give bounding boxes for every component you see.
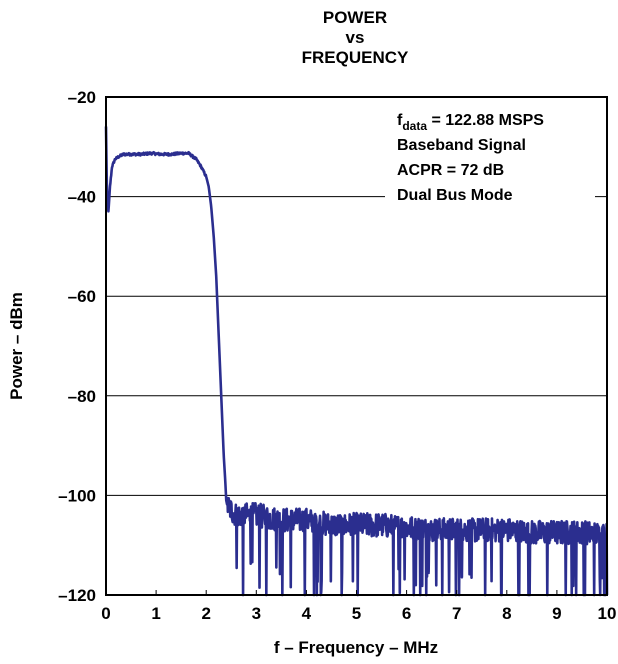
y-tick-label: –40 xyxy=(68,188,96,207)
x-tick-label: 4 xyxy=(302,604,312,623)
x-tick-label: 8 xyxy=(502,604,511,623)
x-axis-ticks: 0 1 2 3 4 5 6 7 8 9 10 xyxy=(101,590,616,623)
power-series-line xyxy=(104,126,609,597)
annotation-line-4: Dual Bus Mode xyxy=(397,187,513,204)
annotation-rate: = 122.88 MSPS xyxy=(427,112,544,129)
y-tick-label: –20 xyxy=(68,88,96,107)
x-tick-label: 2 xyxy=(201,604,210,623)
annotation-background xyxy=(385,100,595,210)
x-tick-label: 0 xyxy=(101,604,110,623)
annotation-subscript: data xyxy=(402,119,427,133)
grid-lines xyxy=(106,196,607,496)
y-tick-label: –100 xyxy=(58,486,96,505)
chart-title-line-3: FREQUENCY xyxy=(302,48,409,67)
annotation-line-1: fdata = 122.88 MSPS xyxy=(397,112,544,133)
y-axis-label: Power – dBm xyxy=(7,292,26,400)
annotation-block: fdata = 122.88 MSPS Baseband Signal ACPR… xyxy=(397,112,544,204)
y-tick-label: –80 xyxy=(68,387,96,406)
y-tick-label: –120 xyxy=(58,586,96,605)
y-tick-label: –60 xyxy=(68,287,96,306)
x-tick-label: 7 xyxy=(452,604,461,623)
annotation-f: f xyxy=(397,112,403,129)
x-tick-label: 5 xyxy=(352,604,361,623)
chart-title-line-2: vs xyxy=(346,28,365,47)
chart-title-line-1: POWER xyxy=(323,8,387,27)
annotation-line-3: ACPR = 72 dB xyxy=(397,162,504,179)
x-tick-label: 10 xyxy=(598,604,617,623)
annotation-line-2: Baseband Signal xyxy=(397,137,526,154)
x-tick-label: 9 xyxy=(552,604,561,623)
x-tick-label: 1 xyxy=(151,604,160,623)
x-axis-label: f – Frequency – MHz xyxy=(274,638,438,657)
x-tick-label: 3 xyxy=(252,604,261,623)
x-tick-label: 6 xyxy=(402,604,411,623)
y-axis-ticks: –20 –40 –60 –80 –100 –120 xyxy=(58,88,96,605)
